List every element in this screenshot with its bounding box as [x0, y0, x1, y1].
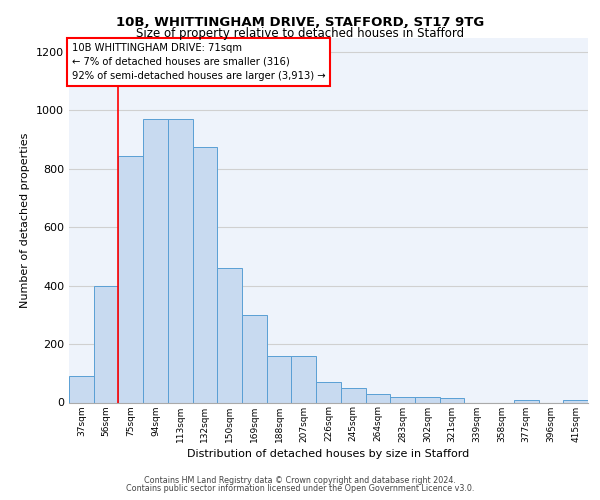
Text: 10B, WHITTINGHAM DRIVE, STAFFORD, ST17 9TG: 10B, WHITTINGHAM DRIVE, STAFFORD, ST17 9…: [116, 16, 484, 29]
X-axis label: Distribution of detached houses by size in Stafford: Distribution of detached houses by size …: [187, 448, 470, 458]
Bar: [94, 286, 118, 403]
Bar: [390, 396, 415, 402]
Text: Size of property relative to detached houses in Stafford: Size of property relative to detached ho…: [136, 28, 464, 40]
Bar: [168, 120, 193, 403]
Bar: [341, 388, 365, 402]
Text: 10B WHITTINGHAM DRIVE: 71sqm
← 7% of detached houses are smaller (316)
92% of se: 10B WHITTINGHAM DRIVE: 71sqm ← 7% of det…: [71, 43, 325, 81]
Bar: [267, 356, 292, 403]
Bar: [118, 156, 143, 402]
Bar: [217, 268, 242, 402]
Bar: [415, 396, 440, 402]
Bar: [365, 394, 390, 402]
Bar: [316, 382, 341, 402]
Bar: [514, 400, 539, 402]
Text: Contains HM Land Registry data © Crown copyright and database right 2024.: Contains HM Land Registry data © Crown c…: [144, 476, 456, 485]
Bar: [292, 356, 316, 403]
Bar: [143, 120, 168, 403]
Text: Contains public sector information licensed under the Open Government Licence v3: Contains public sector information licen…: [126, 484, 474, 493]
Bar: [69, 376, 94, 402]
Bar: [242, 315, 267, 402]
Bar: [563, 400, 588, 402]
Y-axis label: Number of detached properties: Number of detached properties: [20, 132, 31, 308]
Bar: [193, 147, 217, 403]
Bar: [440, 398, 464, 402]
